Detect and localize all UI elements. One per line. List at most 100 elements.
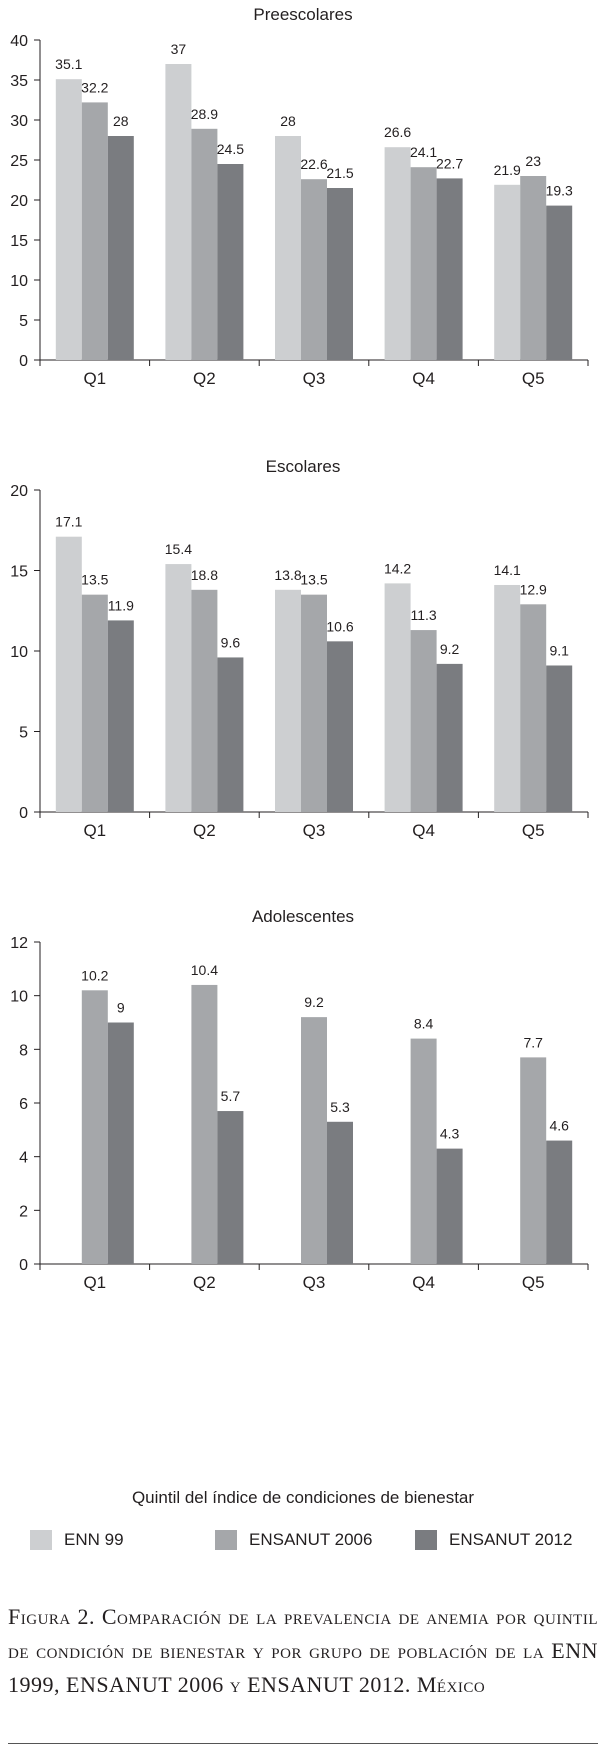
legend-item-ensanut2012: ENSANUT 2012 bbox=[415, 1530, 572, 1550]
legend-label-ensanut2006: ENSANUT 2006 bbox=[249, 1530, 373, 1549]
bar bbox=[191, 128, 218, 360]
x-tick-label: Q5 bbox=[522, 369, 545, 388]
y-tick-label: 25 bbox=[10, 153, 28, 170]
data-label: 14.1 bbox=[494, 562, 521, 578]
bar bbox=[107, 620, 134, 812]
data-label: 14.2 bbox=[384, 560, 411, 576]
data-label: 4.3 bbox=[440, 1126, 460, 1142]
data-label: 21.9 bbox=[494, 162, 521, 178]
bar bbox=[546, 665, 573, 812]
y-tick-label: 0 bbox=[19, 353, 28, 370]
bar bbox=[436, 663, 463, 812]
bar bbox=[217, 1111, 244, 1264]
data-label: 9.6 bbox=[221, 634, 241, 650]
legend-label-ensanut2012: ENSANUT 2012 bbox=[449, 1530, 573, 1549]
data-label: 9 bbox=[117, 1000, 125, 1016]
bar bbox=[107, 1022, 134, 1264]
y-tick-label: 8 bbox=[19, 1042, 28, 1059]
data-label: 4.6 bbox=[549, 1118, 569, 1134]
bar bbox=[55, 536, 82, 812]
data-label: 11.9 bbox=[108, 597, 134, 613]
bar bbox=[217, 164, 244, 360]
bar bbox=[217, 657, 244, 812]
x-tick-label: Q3 bbox=[303, 1273, 326, 1292]
data-label: 23 bbox=[525, 153, 541, 169]
y-tick-label: 10 bbox=[10, 273, 28, 290]
data-label: 13.5 bbox=[81, 572, 108, 588]
x-tick-label: Q2 bbox=[193, 821, 216, 840]
x-tick-label: Q1 bbox=[83, 369, 106, 388]
bar bbox=[55, 79, 82, 360]
bar bbox=[494, 584, 521, 812]
bar bbox=[275, 589, 301, 812]
data-label: 37 bbox=[171, 41, 187, 57]
bar bbox=[81, 102, 108, 361]
x-tick-label: Q4 bbox=[412, 821, 435, 840]
bar bbox=[384, 147, 411, 360]
data-label: 5.7 bbox=[221, 1088, 241, 1104]
bar bbox=[191, 984, 218, 1264]
data-label: 21.5 bbox=[326, 165, 353, 181]
bar bbox=[327, 188, 353, 360]
bar bbox=[327, 1121, 353, 1264]
bar bbox=[301, 1017, 327, 1264]
x-tick-label: Q1 bbox=[83, 821, 106, 840]
x-tick-label: Q2 bbox=[193, 1273, 216, 1292]
y-tick-label: 10 bbox=[10, 989, 28, 1006]
bar bbox=[546, 1140, 573, 1264]
bar bbox=[436, 1148, 463, 1264]
y-tick-label: 20 bbox=[10, 483, 28, 500]
figure-caption: Figura 2. Comparación de la prevalencia … bbox=[8, 1604, 598, 1697]
x-tick-label: Q3 bbox=[303, 821, 326, 840]
bar bbox=[165, 564, 192, 812]
bar bbox=[301, 594, 327, 812]
y-tick-label: 6 bbox=[19, 1096, 28, 1113]
legend: ENN 99 ENSANUT 2006 ENSANUT 2012 bbox=[30, 1530, 590, 1560]
legend-item-enn99: ENN 99 bbox=[30, 1530, 124, 1550]
y-tick-label: 5 bbox=[19, 313, 28, 330]
data-label: 12.9 bbox=[520, 581, 547, 597]
bar bbox=[165, 64, 192, 360]
chart-title: Preescolares bbox=[253, 5, 352, 24]
bar bbox=[546, 205, 573, 360]
bar bbox=[275, 136, 301, 360]
y-tick-label: 2 bbox=[19, 1203, 28, 1220]
data-label: 32.2 bbox=[81, 79, 108, 95]
y-tick-label: 20 bbox=[10, 193, 28, 210]
bar bbox=[520, 604, 547, 812]
chart-title: Escolares bbox=[266, 457, 341, 476]
data-label: 28 bbox=[113, 113, 129, 129]
data-label: 26.6 bbox=[384, 124, 411, 140]
data-label: 24.1 bbox=[410, 144, 437, 160]
data-label: 13.5 bbox=[300, 572, 327, 588]
legend-label-enn99: ENN 99 bbox=[64, 1530, 124, 1549]
data-label: 11.3 bbox=[410, 607, 436, 623]
bar bbox=[410, 630, 437, 812]
data-label: 35.1 bbox=[55, 56, 82, 72]
bar bbox=[301, 179, 327, 360]
legend-item-ensanut2006: ENSANUT 2006 bbox=[215, 1530, 372, 1550]
legend-swatch-ensanut2006 bbox=[215, 1530, 237, 1550]
data-label: 5.3 bbox=[330, 1099, 350, 1115]
data-label: 13.8 bbox=[274, 567, 301, 583]
chart-title: Adolescentes bbox=[252, 907, 354, 926]
data-label: 22.7 bbox=[436, 155, 463, 171]
data-label: 15.4 bbox=[165, 541, 192, 557]
x-tick-label: Q1 bbox=[83, 1273, 106, 1292]
x-tick-label: Q5 bbox=[522, 821, 545, 840]
bar bbox=[436, 178, 463, 360]
data-label: 28 bbox=[280, 113, 296, 129]
bar bbox=[410, 167, 437, 360]
data-label: 10.6 bbox=[326, 618, 353, 634]
bar bbox=[384, 583, 411, 812]
bar bbox=[410, 1038, 437, 1264]
y-tick-label: 0 bbox=[19, 805, 28, 822]
data-label: 9.2 bbox=[304, 994, 324, 1010]
y-tick-label: 30 bbox=[10, 113, 28, 130]
bar bbox=[81, 594, 108, 812]
y-tick-label: 5 bbox=[19, 725, 28, 742]
legend-swatch-ensanut2012 bbox=[415, 1530, 437, 1550]
y-tick-label: 15 bbox=[10, 233, 28, 250]
bar bbox=[520, 1057, 547, 1264]
